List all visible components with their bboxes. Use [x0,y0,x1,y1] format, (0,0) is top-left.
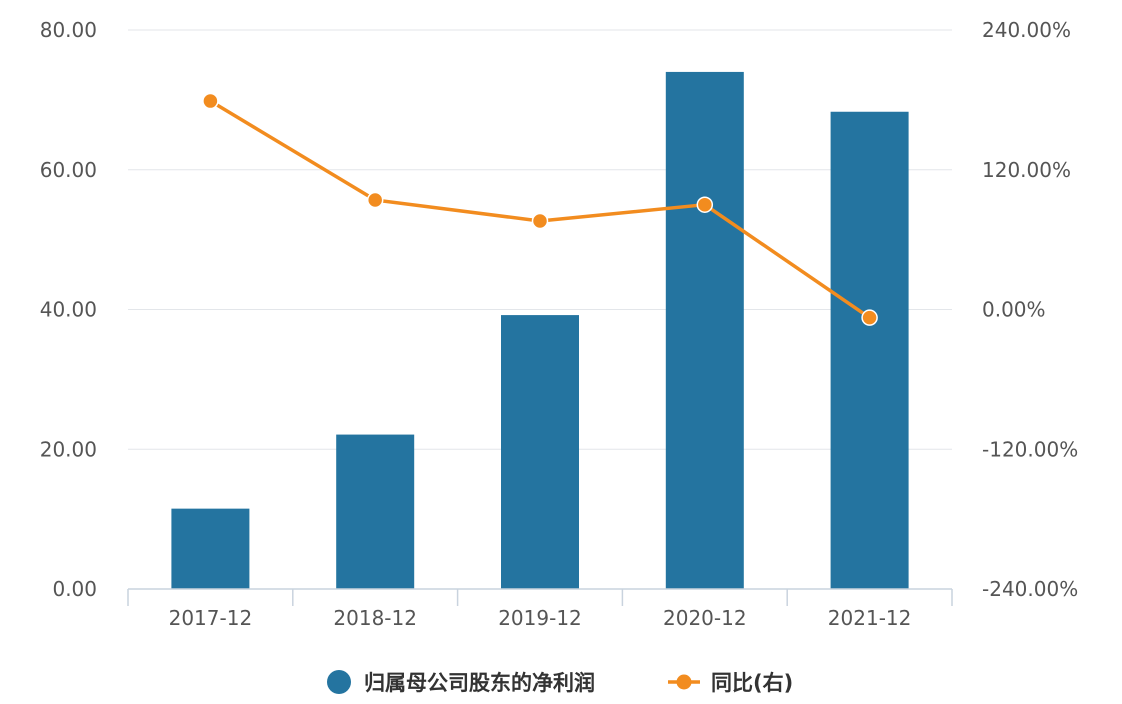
line-point [531,212,549,230]
y-right-tick-label: -120.00% [982,437,1078,461]
x-tick-label: 2018-12 [333,606,417,630]
y-axis-left: 0.00 20.00 40.00 60.00 80.00 [40,18,97,601]
y-left-tick-label: 40.00 [40,298,97,322]
bar [171,508,250,589]
y-right-tick-label: -240.00% [982,577,1078,601]
y-right-tick-label: 0.00% [982,298,1046,322]
y-left-tick-label: 80.00 [40,18,97,42]
y-right-tick-label: 240.00% [982,18,1071,42]
line-point [861,309,878,326]
bar [665,71,744,590]
line-series [202,92,878,326]
x-tick-label: 2017-12 [169,606,253,630]
y-right-tick-label: 120.00% [982,158,1071,182]
x-axis: 2017-12 2018-12 2019-12 2020-12 2021-12 [127,588,953,630]
x-tick-label: 2021-12 [828,606,912,630]
line-point [696,196,714,213]
y-axis-right: -240.00% -120.00% 0.00% 120.00% 240.00% [982,18,1078,601]
line-point [366,191,384,209]
legend-bar-label: 归属母公司股东的净利润 [364,671,595,695]
y-left-tick-label: 0.00 [52,577,97,601]
y-left-tick-label: 60.00 [40,158,97,182]
bar [830,111,909,589]
y-left-tick-label: 20.00 [40,437,97,461]
legend-bar-swatch [327,670,351,694]
bar-series [171,71,909,590]
x-tick-label: 2020-12 [663,606,747,630]
x-tick-label: 2019-12 [498,606,582,630]
legend-line-label: 同比(右) [711,671,793,695]
line-path [209,99,871,320]
line-point [202,92,219,110]
legend: 归属母公司股东的净利润 同比(右) [327,670,793,695]
bar [501,315,579,589]
bar [336,434,415,589]
legend-line-marker [676,674,692,690]
